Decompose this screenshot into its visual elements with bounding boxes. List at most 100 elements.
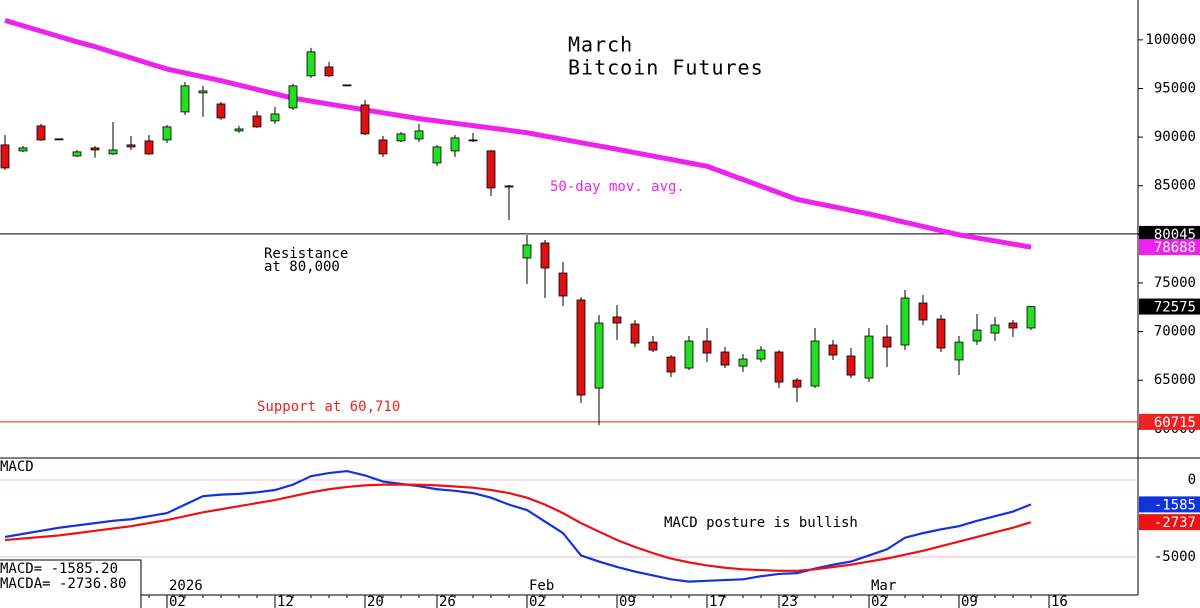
- x-tick-label: 23: [781, 594, 798, 608]
- candle-body: [414, 130, 424, 140]
- candle-body: [468, 139, 478, 142]
- candle-body: [432, 146, 442, 164]
- candle-body: [144, 140, 154, 155]
- candle-body: [18, 147, 28, 152]
- candle-body: [630, 323, 640, 344]
- annotation: 50-day mov. avg.: [550, 179, 685, 195]
- annotation: Resistance: [264, 246, 348, 262]
- candle-body: [612, 316, 622, 324]
- candle-body: [810, 340, 820, 387]
- y-tick-label: 85000: [1154, 178, 1196, 194]
- candle-body: [324, 66, 334, 77]
- candle-body: [216, 103, 226, 119]
- panel-title: MACD: [0, 459, 34, 475]
- candle-body: [702, 340, 712, 354]
- level-label-box: [1139, 225, 1200, 242]
- x-tick-label: 09: [961, 594, 978, 608]
- candle-body: [1008, 322, 1018, 329]
- candle-body: [342, 84, 352, 87]
- legend-text: MACDA= -2736.80: [0, 576, 126, 592]
- candle-body: [558, 272, 568, 297]
- chart-title: Bitcoin Futures: [568, 56, 764, 80]
- x-tick-label: 16: [1051, 594, 1068, 608]
- x-tick-label: 09: [619, 594, 636, 608]
- x-tick-label: 02: [871, 594, 888, 608]
- candle-body: [828, 344, 838, 356]
- x-tick-label: 02: [529, 594, 546, 608]
- candle-body: [486, 150, 496, 189]
- candle-body: [648, 341, 658, 351]
- x-tick-label: 26: [439, 594, 456, 608]
- y-tick-label: 95000: [1154, 80, 1196, 96]
- candle-body: [540, 242, 550, 269]
- y-tick-label: 90000: [1154, 129, 1196, 145]
- candle-body: [954, 341, 964, 361]
- candle-body: [774, 351, 784, 383]
- candle-body: [1026, 306, 1036, 329]
- candle-body: [738, 358, 748, 367]
- y-tick-label: 100000: [1145, 32, 1196, 48]
- candle-body: [990, 324, 1000, 334]
- candle-body: [288, 85, 298, 109]
- candle-body: [522, 244, 532, 259]
- candle-body: [126, 144, 136, 148]
- candle-body: [378, 139, 388, 155]
- level-label: 60715: [1154, 415, 1196, 431]
- candle-body: [846, 355, 856, 376]
- legend-box: [0, 559, 142, 608]
- candle-body: [720, 351, 730, 366]
- candle-body: [72, 151, 82, 157]
- candle-body: [972, 329, 982, 342]
- candle-body: [936, 318, 946, 349]
- ma-label-box: [1139, 239, 1200, 256]
- y-tick-label: 0: [1188, 472, 1196, 488]
- candle-body: [864, 335, 874, 379]
- y-tick-label: -5000: [1154, 549, 1196, 565]
- candle-body: [306, 51, 316, 77]
- candle-body: [396, 133, 406, 142]
- plot-area: 6000065000700007500080000850009000095000…: [0, 18, 1200, 608]
- series-last-label-box: [1139, 496, 1200, 513]
- y-tick-label: 75000: [1154, 275, 1196, 291]
- x-tick-label: 20: [367, 594, 384, 608]
- level-label-box: [1139, 413, 1200, 430]
- y-tick-label: 70000: [1154, 324, 1196, 340]
- candle-body: [54, 138, 64, 141]
- candle-body: [576, 299, 586, 396]
- candle-body: [108, 149, 118, 155]
- candle-body: [90, 147, 100, 151]
- legend-text: MACD= -1585.20: [0, 561, 118, 577]
- candle-body: [792, 379, 802, 388]
- candle-body: [234, 128, 244, 132]
- ma-label: 78688: [1154, 240, 1196, 256]
- series-last-label: -2737: [1154, 515, 1196, 531]
- candle-body: [666, 356, 676, 373]
- y-tick-label: 65000: [1154, 372, 1196, 388]
- candle-body: [450, 137, 460, 152]
- candle-body: [360, 104, 370, 135]
- candle-body: [756, 349, 766, 360]
- period-label: 2026: [169, 578, 203, 594]
- candle-body: [684, 340, 694, 369]
- x-tick-label: 17: [709, 594, 726, 608]
- last-price-label-box: [1139, 298, 1200, 315]
- period-label: Mar: [871, 578, 896, 594]
- level-label: 80045: [1154, 227, 1196, 243]
- period-label: Feb: [529, 578, 554, 594]
- candle-body: [504, 185, 514, 188]
- macd-line: [4, 483, 1032, 572]
- candle-body: [0, 144, 10, 169]
- x-tick-label: 02: [169, 594, 186, 608]
- candle-body: [198, 90, 208, 94]
- annotation: at 80,000: [264, 259, 340, 275]
- candle-body: [594, 322, 604, 389]
- last-price-label: 72575: [1154, 300, 1196, 316]
- annotation: MACD posture is bullish: [664, 515, 858, 531]
- candle-body: [882, 336, 892, 348]
- candle-body: [180, 85, 190, 113]
- candle-body: [918, 302, 928, 321]
- candle-body: [36, 125, 46, 141]
- x-tick-label: 12: [277, 594, 294, 608]
